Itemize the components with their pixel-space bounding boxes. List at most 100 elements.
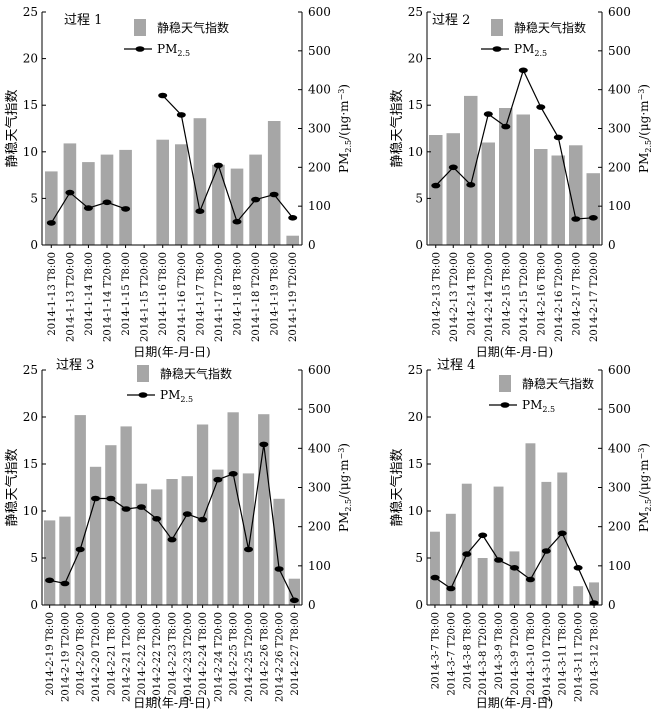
pm25-line — [435, 68, 594, 220]
left-tick-label: 10 — [23, 145, 38, 159]
x-tick-label: 2014-3-10 T20:00 — [542, 612, 553, 702]
x-axis-title: 日期(年-月-日) — [476, 345, 553, 359]
left-tick-label: 10 — [408, 145, 423, 159]
bar — [557, 472, 568, 605]
pm25-point — [121, 506, 131, 512]
x-tick-label: 2014-2-17 T8:00 — [571, 252, 582, 336]
right-axis-title-sup: −3 — [637, 89, 646, 101]
x-tick-label: 2014-3-11 T20:00 — [574, 612, 585, 702]
pm25-point — [152, 516, 162, 522]
x-tick-label: 2014-1-18 T20:00 — [251, 252, 262, 342]
right-axis-title-sub: 2.5 — [344, 140, 353, 153]
pm25-point — [251, 196, 261, 203]
x-tick-label: 2014-1-17 T20:00 — [214, 252, 225, 342]
right-tick-label: 0 — [608, 598, 616, 612]
pm25-point — [121, 206, 131, 212]
left-tick-label: 0 — [30, 598, 38, 612]
pm25-point — [430, 574, 440, 581]
bar — [45, 171, 58, 245]
right-axis-title-suffix: /(μg·m — [337, 459, 351, 499]
x-tick-label: 2014-1-15 T20:00 — [140, 252, 151, 342]
right-tick-label: 100 — [308, 559, 331, 573]
bar — [212, 469, 224, 605]
left-tick-label: 5 — [415, 191, 423, 205]
x-tick-label: 2014-1-16 T8:00 — [158, 252, 169, 336]
x-tick-label: 2014-2-25 T20:00 — [244, 612, 255, 702]
bar — [446, 133, 460, 245]
right-axis-title-prefix: PM — [337, 512, 351, 532]
x-axis-title: 日期(年-月-日) — [133, 345, 210, 359]
pm25-point — [573, 565, 583, 571]
x-tick-label: 2014-1-18 T8:00 — [233, 252, 244, 336]
x-tick-label: 2014-1-14 T8:00 — [84, 252, 95, 336]
right-tick-label: 100 — [308, 199, 331, 213]
right-tick-label: 300 — [608, 122, 631, 136]
legend-line-label-main: PM — [157, 42, 177, 56]
pm25-point — [46, 220, 56, 226]
pm25-point — [228, 471, 238, 477]
chart-panel-4: 0 5 10 15 20 25 0 100 200 300 400 500 600 2014-3-7 T8… — [389, 358, 653, 710]
pm25-point — [182, 511, 192, 517]
legend-line-marker — [135, 46, 145, 52]
x-tick-label: 2014-2-13 T20:00 — [449, 252, 460, 342]
x-tick-label: 2014-1-13 T8:00 — [47, 252, 58, 336]
legend-bar-swatch — [134, 19, 146, 36]
x-tick-label: 2014-2-16 T8:00 — [536, 252, 547, 336]
x-tick-label: 2014-2-20 T8:00 — [76, 612, 87, 696]
right-tick-label: 200 — [608, 520, 631, 534]
right-axis-title: PM2.5/(μg·m−3) — [637, 84, 653, 173]
pm25-point — [195, 208, 205, 214]
x-tick-label: 2014-2-14 T20:00 — [484, 252, 495, 342]
right-axis-title-close: ) — [637, 443, 651, 448]
panel-title: 过程 1 — [64, 13, 102, 28]
legend-line-marker — [492, 46, 502, 52]
bar — [193, 118, 207, 245]
left-axis-title: 静稳天气指数 — [389, 448, 405, 526]
right-tick-label: 600 — [608, 5, 631, 19]
x-tick-label: 2014-2-20 T20:00 — [91, 612, 102, 702]
bar — [242, 473, 255, 605]
x-tick-label: 2014-1-14 T20:00 — [103, 252, 114, 342]
bar — [120, 426, 132, 605]
x-tick-label: 2014-2-13 T8:00 — [431, 252, 442, 336]
pm25-point — [102, 199, 112, 206]
x-tick-label: 2014-1-17 T8:00 — [195, 252, 206, 336]
legend-line-label-main: PM — [522, 398, 542, 412]
pm25-point — [510, 565, 519, 571]
pm25-point — [501, 123, 511, 130]
right-axis-title-close: ) — [337, 84, 351, 89]
x-tick-label: 2014-2-23 T20:00 — [183, 612, 194, 702]
x-tick-label: 2014-1-16 T20:00 — [177, 252, 188, 342]
bar — [430, 531, 440, 605]
bar — [461, 483, 472, 605]
right-tick-label: 200 — [608, 160, 631, 174]
left-tick-label: 20 — [23, 410, 38, 424]
bar — [516, 114, 530, 245]
left-tick-label: 15 — [23, 457, 38, 471]
right-axis-title-close: ) — [637, 84, 651, 89]
right-tick-label: 500 — [608, 44, 631, 58]
pm25-point — [213, 162, 223, 169]
pm25-point — [536, 104, 546, 110]
x-tick-label: 2014-3-11 T8:00 — [558, 612, 569, 696]
left-tick-label: 10 — [23, 504, 38, 518]
panel-title: 过程 2 — [432, 13, 470, 28]
pm25-point — [167, 536, 177, 543]
legend-line-marker — [500, 402, 510, 408]
bar — [477, 558, 488, 605]
bar — [196, 424, 209, 605]
panel-title: 过程 4 — [437, 358, 475, 373]
pm25-point — [158, 92, 168, 99]
right-axis-title-close: ) — [337, 443, 351, 448]
bar — [541, 481, 552, 605]
left-tick-label: 25 — [23, 363, 38, 377]
bar — [175, 144, 188, 245]
legend-line-label-sub: 2.5 — [180, 395, 193, 404]
x-tick-label: 2014-2-21 T8:00 — [106, 612, 117, 696]
bar — [525, 443, 536, 605]
right-tick-label: 0 — [308, 238, 316, 252]
legend-line-label-sub: 2.5 — [534, 49, 547, 58]
left-axis-title: 静稳天气指数 — [4, 89, 20, 167]
